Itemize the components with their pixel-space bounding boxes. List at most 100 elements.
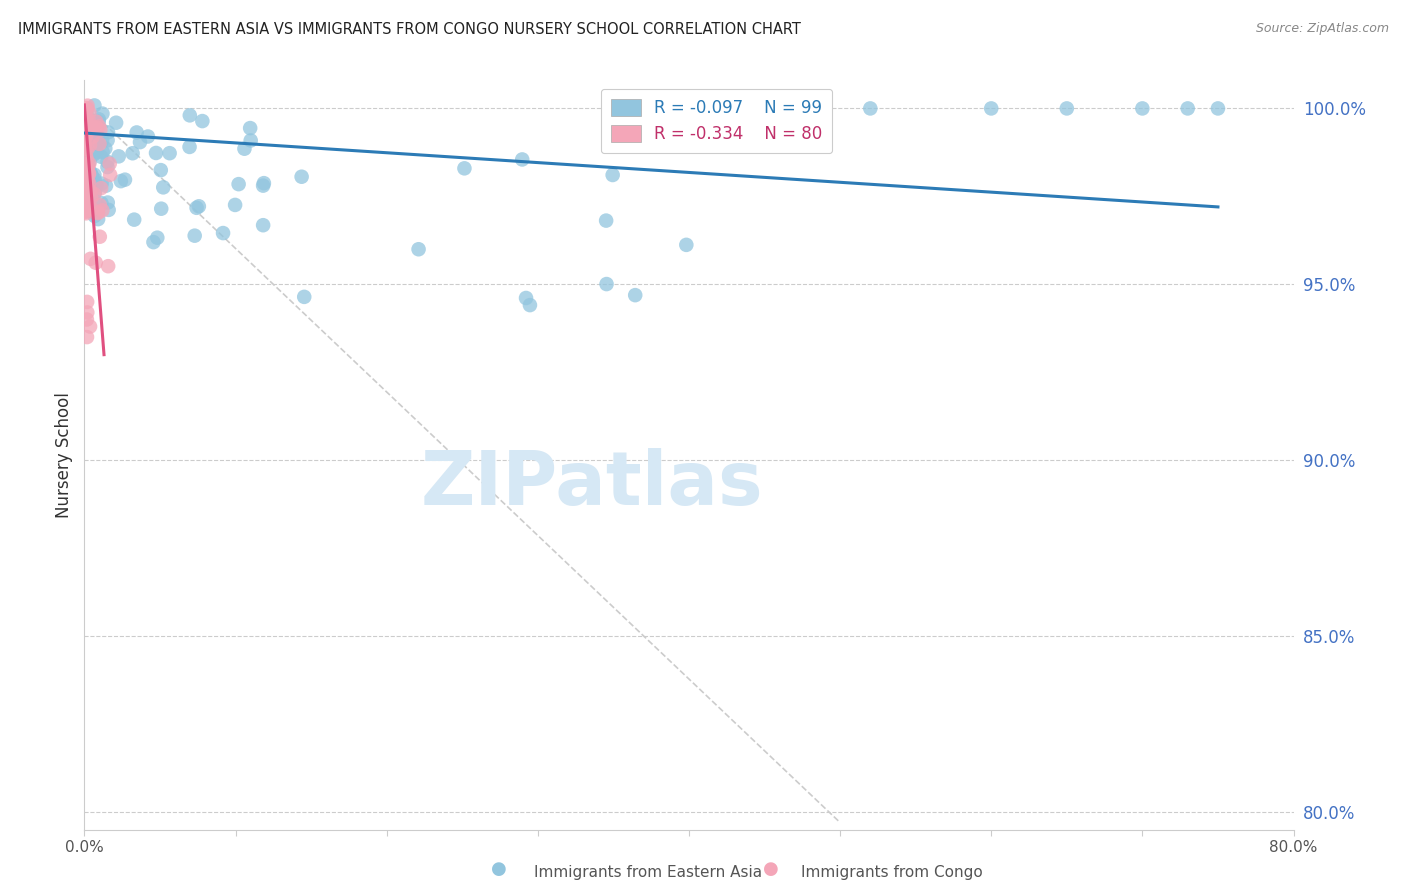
Point xyxy=(149,163,172,178)
Point xyxy=(76,169,98,184)
Point xyxy=(602,168,624,182)
Point xyxy=(73,205,96,219)
Point xyxy=(76,162,98,177)
Point xyxy=(80,168,103,182)
Point xyxy=(96,154,118,169)
Point xyxy=(624,288,647,302)
Point xyxy=(252,218,274,232)
Point xyxy=(233,142,256,156)
Point xyxy=(84,136,107,150)
Point xyxy=(83,98,105,112)
Point xyxy=(76,194,98,208)
Point xyxy=(146,230,169,244)
Point xyxy=(76,330,98,344)
Point xyxy=(191,114,214,128)
Point xyxy=(89,136,111,151)
Point xyxy=(75,110,97,124)
Point xyxy=(90,177,112,191)
Point xyxy=(75,206,97,220)
Point xyxy=(79,252,101,266)
Point xyxy=(98,157,121,171)
Point xyxy=(94,141,117,155)
Point xyxy=(76,152,98,166)
Point xyxy=(515,291,537,305)
Point xyxy=(82,130,104,145)
Point xyxy=(75,168,97,182)
Point xyxy=(76,98,98,112)
Point xyxy=(453,161,475,176)
Point xyxy=(73,102,96,116)
Point xyxy=(73,103,96,117)
Point xyxy=(91,145,114,159)
Point xyxy=(83,136,105,151)
Point xyxy=(980,102,1002,116)
Point xyxy=(408,242,430,256)
Text: ●: ● xyxy=(762,860,779,878)
Point xyxy=(73,129,96,144)
Point xyxy=(89,123,111,137)
Point xyxy=(91,106,114,120)
Point xyxy=(75,175,97,189)
Point xyxy=(77,167,100,181)
Point xyxy=(77,181,100,195)
Point xyxy=(83,186,105,200)
Point xyxy=(79,154,101,169)
Point xyxy=(80,191,103,205)
Point xyxy=(83,172,105,186)
Point xyxy=(107,149,129,163)
Point xyxy=(77,166,100,180)
Text: ZIPatlas: ZIPatlas xyxy=(420,449,763,522)
Point xyxy=(75,149,97,163)
Point xyxy=(82,120,104,134)
Point xyxy=(75,116,97,130)
Point xyxy=(595,213,617,227)
Point xyxy=(595,277,617,291)
Point xyxy=(1056,102,1078,116)
Point xyxy=(152,180,174,194)
Point xyxy=(125,126,148,140)
Point xyxy=(87,205,110,219)
Point xyxy=(76,184,98,198)
Point xyxy=(97,195,120,210)
Point xyxy=(675,238,697,252)
Point xyxy=(86,120,108,135)
Point xyxy=(94,178,117,193)
Point xyxy=(90,196,112,211)
Point xyxy=(80,204,103,219)
Text: IMMIGRANTS FROM EASTERN ASIA VS IMMIGRANTS FROM CONGO NURSERY SCHOOL CORRELATION: IMMIGRANTS FROM EASTERN ASIA VS IMMIGRAN… xyxy=(18,22,801,37)
Point xyxy=(87,115,110,129)
Point xyxy=(183,228,205,243)
Point xyxy=(87,130,110,145)
Point xyxy=(1206,102,1229,116)
Point xyxy=(75,189,97,203)
Point xyxy=(77,135,100,149)
Point xyxy=(291,169,314,184)
Point xyxy=(83,147,105,161)
Point xyxy=(1130,102,1153,116)
Point xyxy=(90,150,112,164)
Text: Immigrants from Eastern Asia: Immigrants from Eastern Asia xyxy=(534,865,762,880)
Point xyxy=(73,195,96,210)
Point xyxy=(76,142,98,156)
Point xyxy=(79,184,101,198)
Point xyxy=(129,135,152,149)
Point xyxy=(80,169,103,184)
Point xyxy=(73,184,96,198)
Point xyxy=(75,193,97,207)
Point xyxy=(79,138,101,153)
Point xyxy=(75,101,97,115)
Point xyxy=(76,137,98,152)
Point xyxy=(89,198,111,212)
Point xyxy=(96,160,118,174)
Point xyxy=(105,116,128,130)
Point xyxy=(76,174,98,188)
Point xyxy=(87,112,110,127)
Point xyxy=(76,196,98,211)
Point xyxy=(76,305,98,319)
Point xyxy=(252,178,274,193)
Point xyxy=(86,145,108,160)
Point xyxy=(136,129,159,144)
Point xyxy=(519,298,541,312)
Point xyxy=(186,201,208,215)
Point xyxy=(228,177,250,191)
